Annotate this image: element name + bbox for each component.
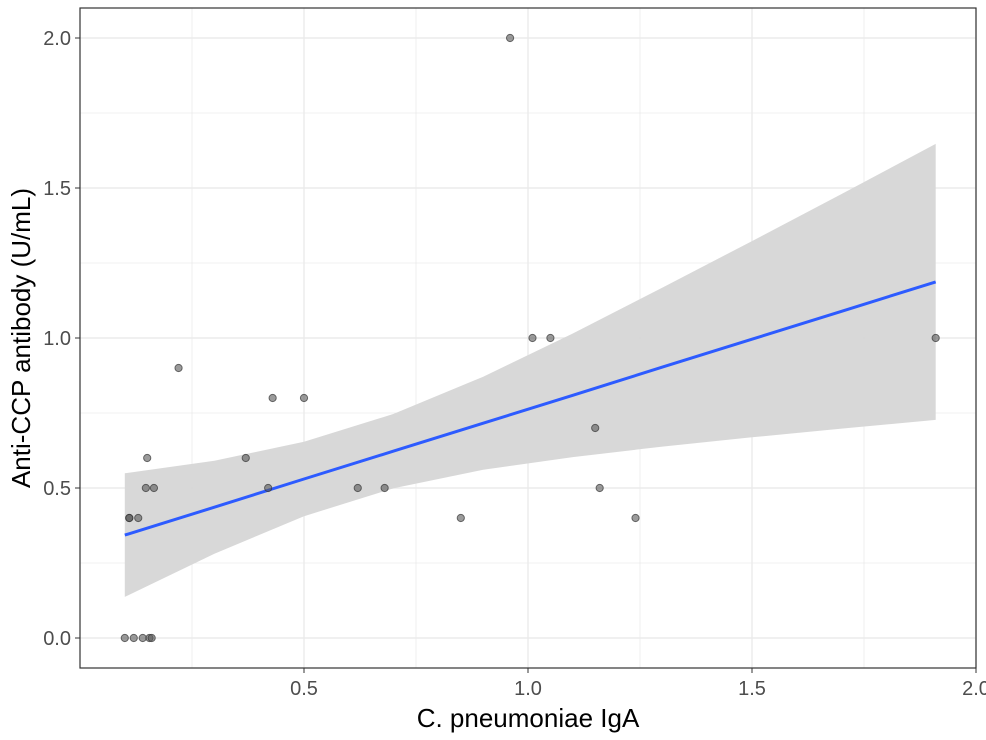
y-tick-label: 0.5 (43, 478, 71, 500)
data-point (505, 33, 515, 43)
y-tick-label: 2.0 (43, 28, 71, 50)
data-point (138, 633, 147, 643)
x-tick-label: 0.5 (290, 678, 318, 700)
y-axis-title: Anti-CCP antibody (U/mL) (6, 188, 36, 488)
data-point (456, 513, 465, 523)
data-point (268, 393, 277, 403)
data-point (174, 363, 183, 373)
data-point (353, 483, 362, 493)
y-tick-label: 0.0 (43, 628, 71, 650)
data-point (528, 333, 537, 343)
data-point (134, 513, 143, 523)
x-axis-title: C. pneumoniae IgA (417, 703, 640, 733)
data-point (380, 483, 389, 493)
data-points (120, 33, 940, 643)
confidence-band (124, 143, 936, 597)
data-point (120, 633, 129, 643)
y-tick-label: 1.0 (43, 328, 71, 350)
data-point (129, 633, 138, 643)
regression-line (124, 280, 937, 537)
data-point (141, 483, 150, 493)
data-point (149, 483, 159, 493)
x-tick-label: 1.5 (738, 678, 766, 700)
data-point (931, 333, 940, 343)
data-point (631, 513, 640, 523)
data-point (125, 513, 134, 523)
data-point (546, 333, 555, 343)
data-point (299, 393, 309, 403)
x-tick-label: 2.0 (962, 678, 986, 700)
y-tick-label: 1.5 (43, 178, 71, 200)
data-point (595, 483, 604, 493)
data-point (143, 453, 152, 463)
data-point (264, 483, 273, 493)
data-point (241, 453, 250, 463)
data-point (147, 633, 156, 643)
data-point (591, 423, 600, 433)
x-tick-label: 1.0 (514, 678, 542, 700)
